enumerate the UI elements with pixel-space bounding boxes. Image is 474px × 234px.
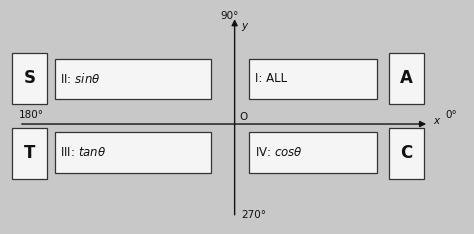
FancyBboxPatch shape <box>55 58 211 99</box>
Text: IV: $cos\theta$: IV: $cos\theta$ <box>255 146 302 159</box>
FancyBboxPatch shape <box>249 132 377 173</box>
Text: 90°: 90° <box>221 11 239 21</box>
FancyBboxPatch shape <box>249 58 377 99</box>
FancyBboxPatch shape <box>12 53 47 104</box>
Text: 180°: 180° <box>19 110 44 120</box>
FancyBboxPatch shape <box>389 53 424 104</box>
Text: x: x <box>434 116 440 125</box>
Text: S: S <box>24 69 36 87</box>
Text: I: ALL: I: ALL <box>255 73 287 85</box>
Text: T: T <box>24 144 35 162</box>
FancyBboxPatch shape <box>12 128 47 179</box>
FancyBboxPatch shape <box>389 128 424 179</box>
Text: C: C <box>401 144 412 162</box>
Text: y: y <box>242 21 248 31</box>
Text: II: $sin\theta$: II: $sin\theta$ <box>60 72 100 86</box>
Text: 0°: 0° <box>446 110 457 120</box>
Text: A: A <box>400 69 413 87</box>
FancyBboxPatch shape <box>55 132 211 173</box>
Text: O: O <box>239 112 247 122</box>
Text: 270°: 270° <box>242 210 267 220</box>
Text: III: $tan\theta$: III: $tan\theta$ <box>60 146 107 159</box>
